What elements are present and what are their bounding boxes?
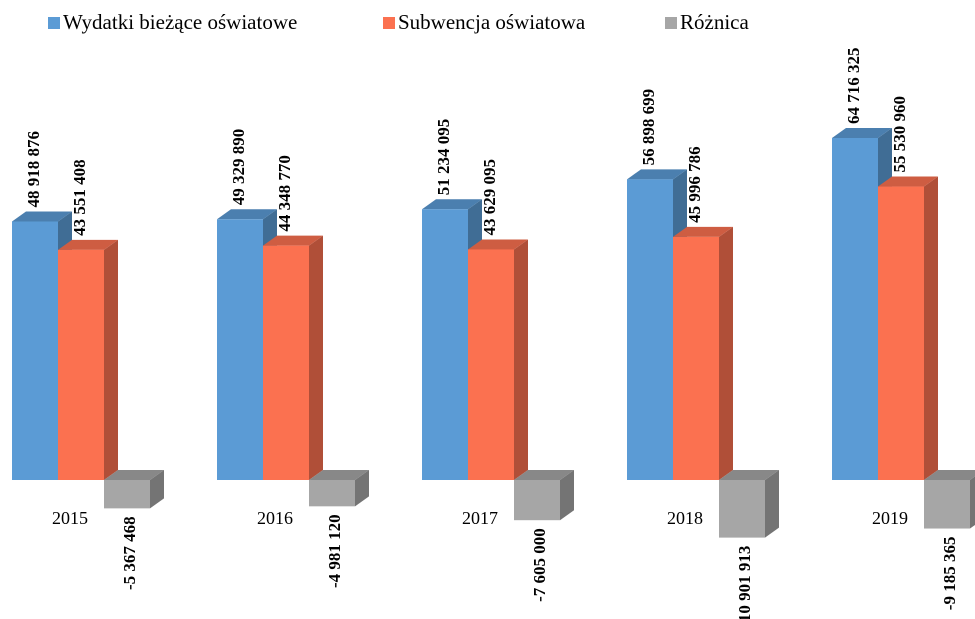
value-label: 64 716 325	[844, 48, 863, 125]
bar-side	[924, 176, 938, 480]
bar	[878, 186, 924, 480]
value-label: -7 605 000	[530, 528, 549, 602]
bar-side	[514, 239, 528, 480]
legend-label: Różnica	[680, 10, 749, 34]
bar	[514, 480, 560, 521]
value-label: 56 898 699	[639, 89, 658, 166]
value-label: -5 367 468	[120, 516, 139, 590]
bar-top	[12, 211, 72, 222]
bar	[673, 236, 719, 480]
bar	[309, 480, 355, 507]
bar-top	[924, 470, 975, 480]
bar-top	[58, 239, 118, 250]
value-label: -4 981 120	[325, 514, 344, 588]
bar-top	[832, 128, 892, 138]
value-label: 49 329 890	[229, 129, 248, 206]
bar	[217, 219, 263, 480]
bar-top	[104, 470, 164, 480]
bar-top	[719, 470, 779, 480]
bar	[832, 138, 878, 480]
legend-label: Subwencja oświatowa	[398, 10, 586, 34]
value-label: 55 530 960	[890, 96, 909, 173]
bar-top	[263, 235, 323, 246]
bar-side	[309, 235, 323, 480]
bar-side	[150, 470, 164, 509]
value-label: 48 918 876	[24, 131, 43, 208]
bar	[627, 179, 673, 480]
value-label: 43 551 408	[70, 159, 89, 236]
bar-top	[309, 470, 369, 480]
bar-top	[422, 199, 482, 210]
legend-swatch	[383, 17, 395, 29]
value-label: 45 996 786	[685, 146, 704, 223]
x-tick-label: 2015	[52, 508, 88, 528]
bar-side	[765, 470, 779, 538]
bar-side	[719, 226, 733, 480]
value-label: 51 234 095	[434, 119, 453, 196]
legend-swatch	[665, 17, 677, 29]
value-label: 44 348 770	[275, 155, 294, 232]
value-label: -10 901 913	[735, 546, 754, 619]
bar	[468, 249, 514, 480]
x-tick-label: 2018	[667, 508, 703, 528]
bar	[104, 480, 150, 509]
value-label: 43 629 095	[480, 159, 499, 236]
bar	[58, 249, 104, 480]
bar-top	[217, 209, 277, 220]
bar-top	[514, 470, 574, 480]
bar	[719, 480, 765, 538]
bar	[263, 245, 309, 480]
x-tick-label: 2016	[257, 508, 293, 528]
bar-side	[560, 470, 574, 521]
bar-top	[673, 226, 733, 237]
bar-side	[355, 470, 369, 507]
bar	[12, 221, 58, 481]
bar-side	[104, 239, 118, 480]
x-tick-label: 2019	[872, 508, 908, 528]
x-tick-label: 2017	[462, 508, 498, 528]
bar-top	[878, 176, 938, 187]
bar	[422, 209, 468, 480]
legend-label: Wydatki bieżące oświatowe	[63, 10, 297, 34]
bar	[924, 480, 970, 529]
bar-top	[468, 239, 528, 250]
value-label: -9 185 365	[940, 537, 959, 611]
bar-top	[627, 169, 687, 180]
bar-side	[970, 476, 975, 529]
legend-swatch	[48, 17, 60, 29]
